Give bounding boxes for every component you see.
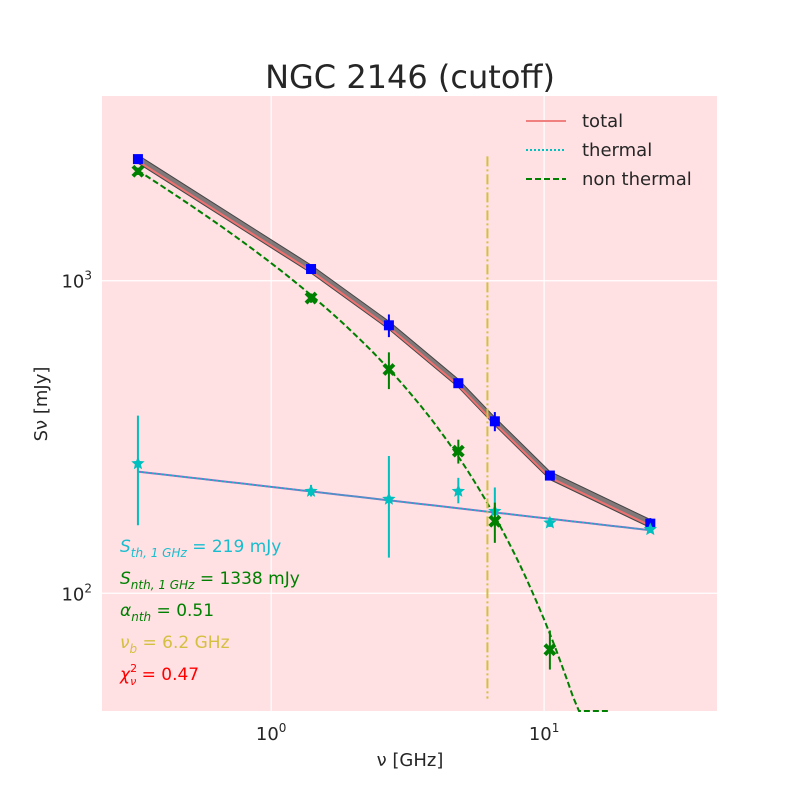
y-tick-base: 10 (61, 272, 84, 293)
total-data-point (306, 264, 317, 275)
annotation-value: = 0.47 (136, 665, 199, 685)
thermal-data-point (304, 484, 318, 497)
thermal-data-point (451, 484, 465, 497)
annotation-value: = 6.2 GHz (137, 633, 229, 653)
nonthermal-data-point (543, 643, 557, 657)
annotation: χ2 ν = 0.47 (119, 662, 199, 688)
annotation: αnth = 0.51 (120, 601, 214, 624)
total-data-point (453, 378, 464, 389)
annotation-value: = 219 mJy (187, 537, 282, 557)
annotation-subscript: b (130, 642, 138, 656)
x-tick-label: 100 (256, 721, 287, 745)
y-tick-label: 103 (61, 269, 92, 293)
annotation: νb = 6.2 GHz (120, 633, 230, 656)
thermal-model-dotted-line (137, 470, 651, 532)
annotation-value: = 1338 mJy (194, 569, 299, 589)
legend-label: non thermal (582, 169, 692, 190)
thermal-data-point (131, 456, 145, 470)
annotation-symbol: ν (120, 633, 130, 653)
x-tick-base: 10 (256, 724, 279, 745)
nonthermal-data-point (488, 514, 502, 528)
annotation-symbol: χ (119, 665, 131, 685)
annotation-subscript: nth (131, 610, 151, 624)
nonthermal-data-point (304, 291, 318, 305)
annotation-symbol: S (120, 569, 131, 589)
annotation: Sth, 1 GHz = 219 mJy (120, 537, 281, 560)
x-tick-exponent: 1 (552, 721, 560, 735)
x-tick-exponent: 0 (279, 721, 287, 735)
nonthermal-model-line (137, 169, 609, 712)
total-data-point (132, 154, 143, 165)
y-tick-exponent: 2 (84, 581, 92, 595)
x-tick-label: 101 (529, 721, 560, 745)
data-points (131, 154, 657, 670)
annotation-superscript: 2 (130, 662, 137, 675)
chart-title: NGC 2146 (cutoff) (265, 58, 555, 96)
total-data-point (383, 320, 394, 331)
thermal-data-point (543, 515, 557, 529)
y-tick-base: 10 (61, 584, 84, 605)
y-tick-label: 102 (61, 581, 92, 605)
legend-label: total (582, 111, 623, 132)
y-tick-exponent: 3 (84, 269, 92, 283)
y-axis-label: Sν [mJy] (31, 367, 52, 442)
nonthermal-data-point (382, 363, 396, 376)
thermal-data-point (643, 522, 657, 536)
annotation-symbol: α (120, 601, 131, 621)
annotation-subscript: th, 1 GHz (131, 546, 188, 560)
legend-label: thermal (582, 140, 652, 161)
annotation-subscript: ν (130, 675, 136, 688)
x-axis-label: ν [GHz] (377, 750, 444, 771)
nonthermal-data-point (131, 164, 145, 178)
grid (102, 96, 717, 711)
total-data-point (489, 416, 500, 427)
nonthermal-data-point (451, 444, 465, 458)
annotation-value: = 0.51 (151, 601, 214, 621)
x-tick-base: 10 (529, 724, 552, 745)
annotation-symbol: S (120, 537, 131, 557)
thermal-data-point (382, 492, 396, 505)
total-data-point (544, 470, 555, 481)
legend: total thermal non thermal (526, 111, 692, 190)
annotation-subscript: nth, 1 GHz (131, 578, 195, 592)
annotation: Snth, 1 GHz = 1338 mJy (120, 569, 300, 592)
